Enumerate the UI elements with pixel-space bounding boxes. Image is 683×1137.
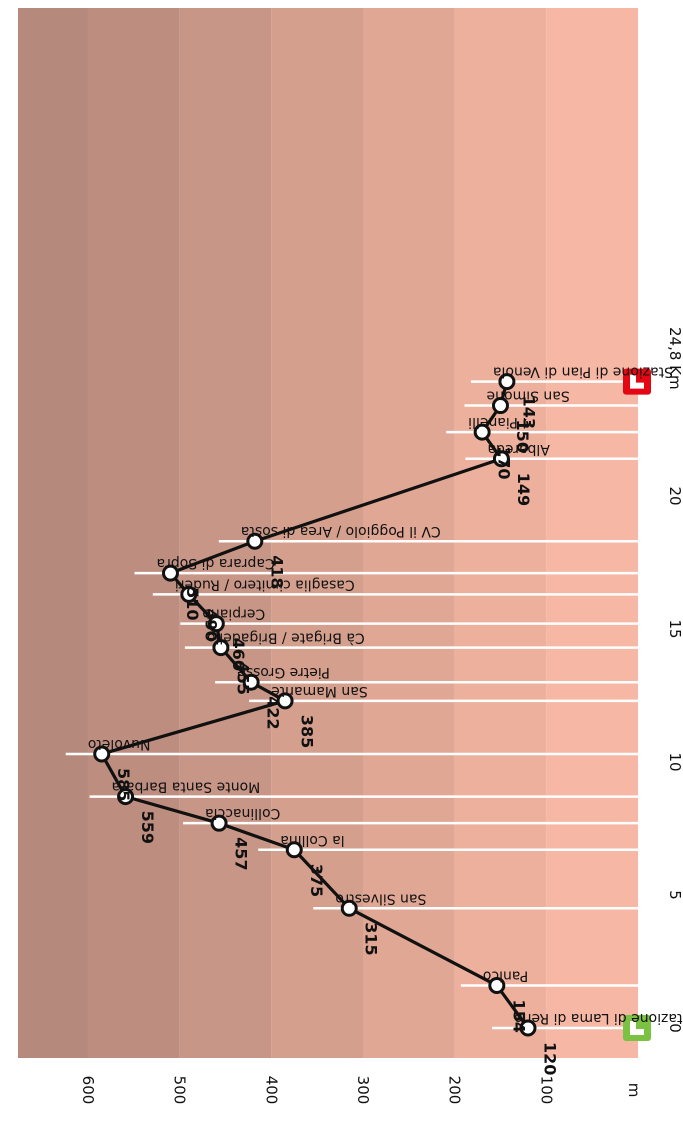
elevation-label: 559 — [138, 811, 157, 844]
elevation-band — [454, 8, 547, 1058]
waypoint-points — [93, 373, 537, 1037]
place-name-label: Stazione di Pian di Venola — [493, 364, 673, 380]
y-tick-label: 600 — [79, 1076, 97, 1105]
elevation-label: 170 — [495, 446, 514, 479]
waypoint-point — [340, 899, 358, 917]
waypoint-point — [498, 373, 516, 391]
place-name-label: San Mamante — [271, 683, 368, 699]
waypoint-point — [519, 1019, 537, 1037]
elevation-label: 418 — [267, 555, 286, 588]
elevation-label: 154 — [509, 999, 528, 1032]
waypoint-point — [488, 976, 506, 994]
place-name-label: Caprara di Sopra — [156, 555, 274, 571]
place-name-label: Albareda — [487, 441, 549, 457]
place-name-label: I Pianelli — [468, 414, 526, 430]
elevation-axis: m 100 200 300 400 500 600 — [79, 1076, 643, 1105]
y-tick-label: 500 — [171, 1076, 189, 1105]
waypoint-point — [93, 745, 111, 763]
waypoint-point — [242, 673, 260, 691]
place-name-label: San Silvestro — [335, 890, 426, 906]
waypoint-point — [246, 532, 264, 550]
place-name-label: Monte Santa Barbara — [112, 779, 261, 795]
waypoint-point — [161, 564, 179, 582]
elevation-label: 143 — [519, 396, 538, 429]
elevation-label: 315 — [362, 922, 381, 955]
elevation-band — [271, 8, 363, 1058]
elevation-label: 375 — [307, 864, 326, 897]
waypoint-point — [180, 585, 198, 603]
place-name-label: la Collina — [280, 832, 344, 848]
elevation-band — [362, 8, 455, 1058]
place-name-label: Collinaccia — [205, 805, 280, 821]
elevation-label: 490 — [201, 608, 220, 641]
waypoint-point — [491, 397, 509, 415]
y-tick-label: 100 — [537, 1076, 555, 1105]
y-tick-label: 200 — [446, 1076, 464, 1105]
elevation-label: 150 — [513, 420, 532, 453]
place-name-label: Cerpiano — [202, 606, 265, 622]
y-tick-label: 400 — [262, 1076, 280, 1105]
elevation-label: 149 — [514, 473, 533, 506]
place-name-label: CV il Poggiolo / Area di sosta — [241, 523, 441, 539]
place-name-label: Pietre Grosse — [237, 664, 330, 680]
elevation-label: 120 — [540, 1042, 559, 1075]
elevation-band — [18, 8, 88, 1058]
elevation-bands — [18, 8, 638, 1058]
elevation-label: 455 — [233, 662, 252, 695]
waypoint-point — [492, 450, 510, 468]
elevation-label: 585 — [114, 768, 133, 801]
elevation-label: 422 — [264, 696, 283, 729]
elevation-band — [87, 8, 180, 1058]
route-sign-icon — [630, 1021, 644, 1035]
distance-axis: 0 5 10 15 20 24,8 Km — [666, 327, 683, 1033]
elevation-label: 460 — [229, 638, 248, 671]
route-sign-icon — [630, 374, 644, 389]
elevation-label: 510 — [183, 587, 202, 620]
place-name-label: San Simone — [486, 388, 569, 404]
waypoint-point — [276, 692, 294, 710]
x-tick-label: 10 — [666, 752, 683, 771]
waypoint-point — [210, 814, 228, 832]
end-marker — [623, 368, 651, 395]
x-tick-label: 20 — [666, 486, 683, 505]
x-tick-label: 24,8 Km — [666, 327, 683, 390]
elevation-label: 385 — [298, 715, 317, 748]
x-tick-label: 5 — [666, 890, 683, 900]
place-name-label: Stazione di Lama di Reno — [514, 1010, 683, 1026]
place-name-label: Casaglia cimitero / Ruderi — [175, 576, 355, 592]
elevation-label: 457 — [232, 837, 251, 870]
place-name-label: Nuvoleto — [88, 736, 151, 752]
waypoint-point — [117, 788, 135, 806]
elevation-band — [546, 8, 638, 1058]
waypoint-point — [285, 841, 303, 859]
start-marker — [623, 1015, 651, 1041]
waypoint-point — [473, 423, 491, 441]
x-tick-label: 15 — [666, 619, 683, 638]
waypoint-point — [212, 639, 230, 657]
x-tick-label: 0 — [666, 1023, 683, 1033]
y-tick-label: 300 — [354, 1076, 372, 1105]
place-name-label: Panico — [483, 967, 528, 983]
place-name-label: Cà Brigate / Brigadello — [207, 630, 365, 646]
route-markers — [623, 368, 651, 1041]
waypoint-point — [207, 615, 225, 633]
y-axis-unit: m — [625, 1083, 643, 1098]
